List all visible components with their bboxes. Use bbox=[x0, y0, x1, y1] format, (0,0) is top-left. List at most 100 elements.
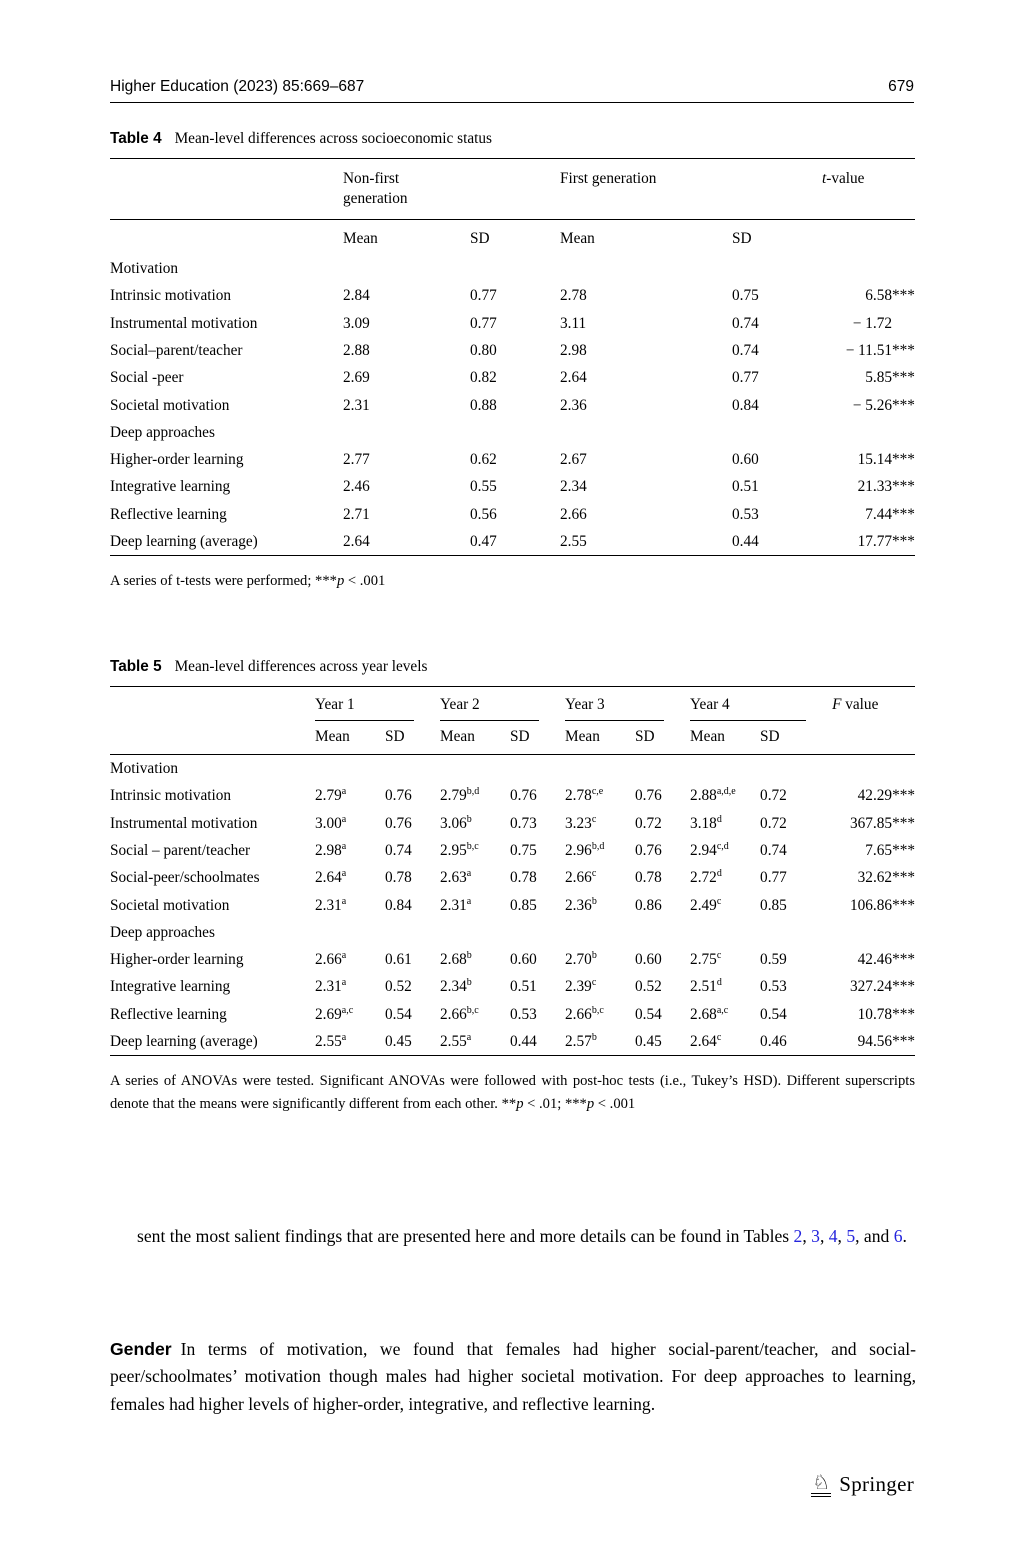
table-row: Integrative learning 2.31a 0.52 2.34b 0.51 2.… bbox=[110, 973, 915, 1000]
significance-stars: *** bbox=[892, 478, 915, 496]
value-cell: 2.55a bbox=[315, 1031, 347, 1050]
table-header-group-row: Year 1 Year 2 Year 3 Year 4 F value bbox=[110, 687, 915, 721]
table-5-caption-text: Mean-level differences across year level… bbox=[174, 658, 428, 675]
column-group-cell: Year 2 bbox=[440, 687, 565, 721]
stat-cell: 7.65*** bbox=[832, 837, 915, 864]
table-ref-link[interactable]: 2 bbox=[793, 1225, 803, 1246]
table-ref-link[interactable]: 3 bbox=[811, 1225, 820, 1246]
stat-value: 10.78 bbox=[857, 1005, 893, 1023]
significance-superscript: a,c bbox=[341, 1004, 354, 1016]
significance-superscript: a bbox=[341, 977, 347, 989]
text-segment: . bbox=[902, 1225, 907, 1246]
text-segment: sent the most salient findings that are … bbox=[137, 1225, 794, 1246]
significance-superscript: a bbox=[341, 786, 347, 798]
column-group-label: Non-first generation bbox=[343, 170, 408, 207]
gender-heading: Gender bbox=[110, 1338, 172, 1359]
significance-stars: *** bbox=[892, 533, 915, 550]
value-cell: 2.31a bbox=[315, 895, 347, 914]
value-cell: 0.74 bbox=[732, 342, 759, 360]
significance-superscript: c bbox=[591, 868, 597, 880]
value-cell: 0.77 bbox=[732, 369, 759, 387]
value-cell: 2.55 bbox=[560, 533, 587, 550]
significance-superscript: c bbox=[716, 895, 722, 907]
significance-superscript: c,e bbox=[591, 786, 604, 798]
stat-cell: − 5.26*** bbox=[822, 391, 915, 418]
publisher-name: Springer bbox=[839, 1472, 914, 1496]
value-cell: 0.60 bbox=[732, 451, 759, 469]
value-cell: 0.46 bbox=[760, 1033, 787, 1050]
row-group-label: Deep approaches bbox=[110, 923, 215, 941]
significance-superscript: a bbox=[341, 840, 347, 852]
text-segment: , and bbox=[855, 1225, 894, 1246]
significance-stars: *** bbox=[892, 896, 916, 914]
stat-value: 7.44 bbox=[865, 505, 892, 523]
column-group-label: Year 2 bbox=[440, 695, 540, 721]
row-group-label: Deep approaches bbox=[110, 423, 215, 441]
value-cell: 0.60 bbox=[635, 951, 662, 969]
text-segment: p bbox=[336, 573, 345, 590]
column-group-cell: Year 4 bbox=[690, 687, 832, 721]
text-segment: , bbox=[802, 1225, 812, 1246]
table-group-row: Deep approaches bbox=[110, 419, 915, 446]
value-cell: 2.66 bbox=[560, 505, 587, 523]
value-cell: 2.64 bbox=[343, 533, 370, 550]
table-ref-link[interactable]: 5 bbox=[846, 1225, 856, 1246]
stat-value: 5.85 bbox=[865, 369, 892, 387]
significance-stars: *** bbox=[892, 787, 916, 805]
table-row: Social–parent/teacher 2.88 0.80 2.98 0.74 − 1… bbox=[110, 337, 915, 364]
stat-value: − 5.26 bbox=[852, 396, 892, 414]
value-cell: 2.64 bbox=[560, 369, 587, 387]
value-cell: 2.66c bbox=[565, 868, 597, 887]
value-cell: 2.78c,e bbox=[565, 786, 604, 805]
value-cell: 0.54 bbox=[635, 1005, 662, 1023]
stat-value: − 11.51 bbox=[845, 342, 892, 360]
value-cell: 2.66a bbox=[315, 950, 347, 969]
value-cell: 2.98a bbox=[315, 840, 347, 860]
value-cell: 3.23c bbox=[565, 813, 597, 832]
significance-superscript: c bbox=[591, 977, 597, 989]
value-cell: 0.72 bbox=[760, 787, 787, 805]
subheader-mean: Mean bbox=[440, 721, 511, 755]
stat-header-rest: value bbox=[841, 696, 879, 713]
stat-header-italic: t bbox=[822, 170, 827, 187]
value-cell: 0.44 bbox=[510, 1033, 537, 1050]
value-cell: 0.73 bbox=[510, 814, 537, 832]
table-row: Reflective learning 2.69a,c 0.54 2.66b,c 0.5… bbox=[110, 1001, 915, 1028]
significance-stars: *** bbox=[892, 869, 916, 887]
table-group-row: Motivation bbox=[110, 755, 915, 783]
value-cell: 2.79a bbox=[315, 786, 347, 805]
significance-superscript: a bbox=[341, 868, 347, 880]
row-label: Integrative learning bbox=[110, 478, 231, 496]
stat-cell: 10.78*** bbox=[832, 1001, 915, 1028]
significance-superscript: a bbox=[341, 813, 347, 825]
table-subheader-row: Mean SD Mean SD bbox=[110, 220, 915, 256]
significance-superscript: a bbox=[341, 895, 347, 907]
journal-citation: Higher Education (2023) 85:669–687 bbox=[110, 78, 365, 95]
significance-stars: *** bbox=[892, 842, 916, 860]
significance-stars: *** bbox=[892, 978, 916, 996]
significance-superscript: d bbox=[716, 813, 722, 825]
table-4-caption: Table 4 Mean-level differences across soc… bbox=[110, 130, 915, 148]
table-row: Societal motivation 2.31 0.88 2.36 0.84 − 5.2… bbox=[110, 391, 915, 418]
value-cell: 0.78 bbox=[635, 869, 662, 887]
logo-rule bbox=[811, 1492, 832, 1494]
empty-cell bbox=[110, 721, 315, 755]
row-label: Social -peer bbox=[110, 369, 184, 387]
stat-cell: 5.85*** bbox=[822, 364, 915, 391]
empty-cell bbox=[832, 721, 916, 755]
value-cell: 2.64a bbox=[315, 868, 347, 887]
table-ref-link[interactable]: 6 bbox=[893, 1225, 903, 1246]
value-cell: 2.95b,c bbox=[440, 840, 479, 860]
value-cell: 2.57b bbox=[565, 1031, 597, 1050]
row-label: Social-peer/schoolmates bbox=[110, 869, 260, 887]
value-cell: 0.47 bbox=[470, 533, 497, 550]
significance-superscript: c,d bbox=[716, 840, 729, 852]
table-5: Table 5 Mean-level differences across yea… bbox=[110, 658, 916, 1115]
text-segment: < .01; *** bbox=[523, 1095, 587, 1112]
table-ref-link[interactable]: 4 bbox=[828, 1225, 838, 1246]
value-cell: 2.66b,c bbox=[440, 1004, 479, 1023]
value-cell: 2.51d bbox=[690, 977, 722, 996]
stat-cell: − 1.72 bbox=[822, 310, 915, 337]
subheader-sd: SD bbox=[635, 721, 691, 755]
